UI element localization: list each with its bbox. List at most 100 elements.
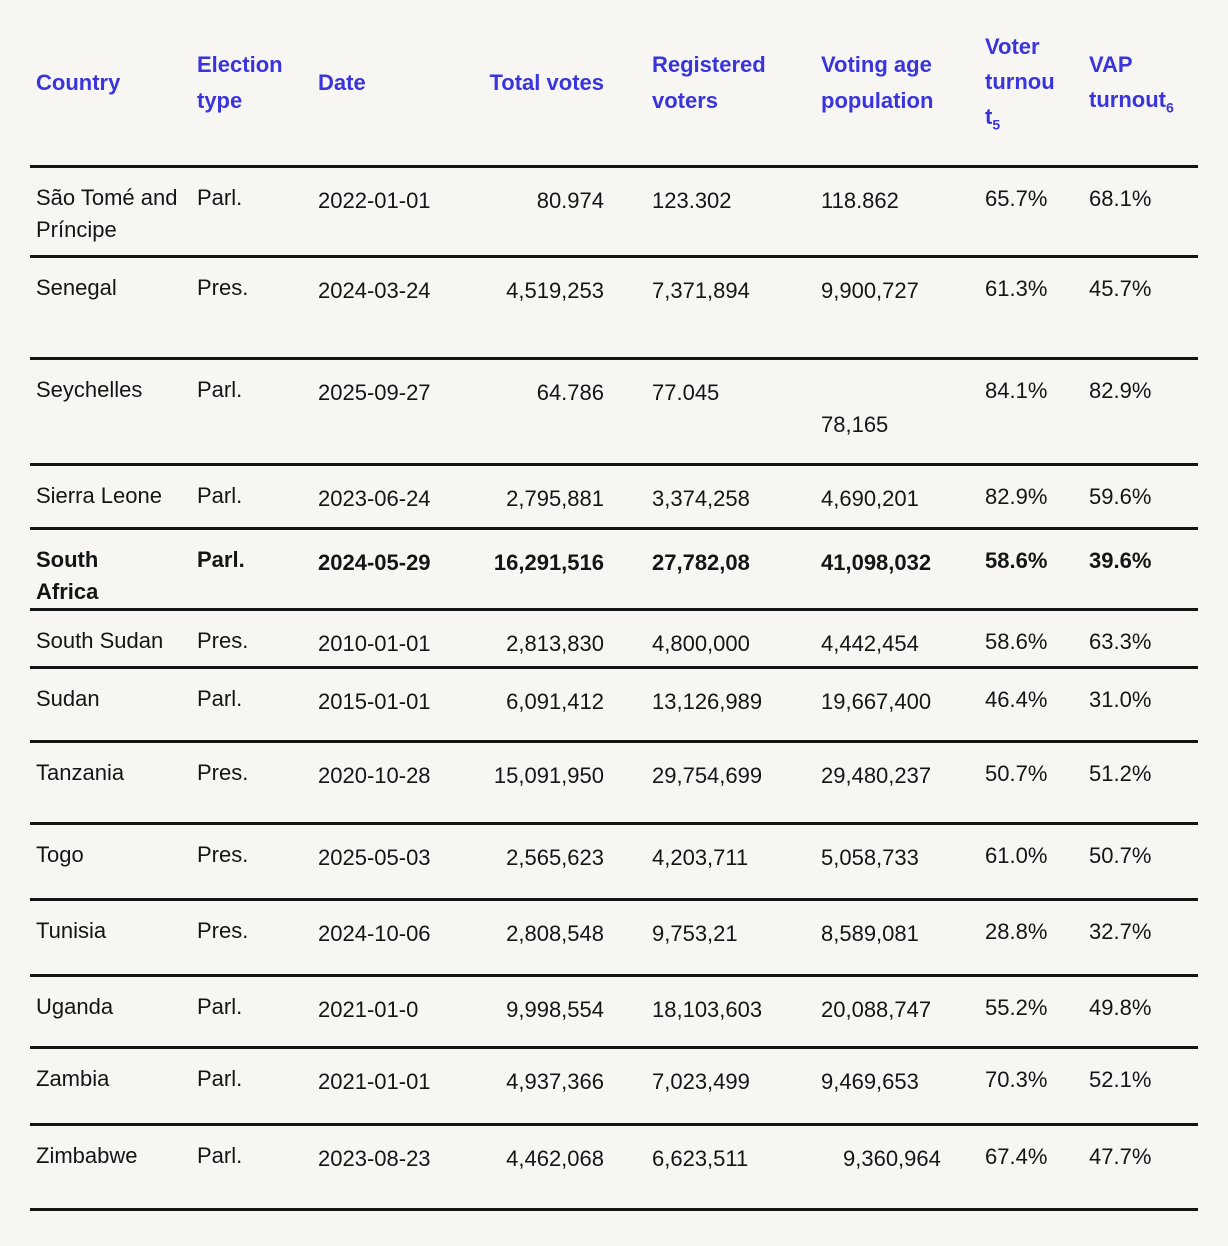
cell-value: Parl. bbox=[197, 377, 243, 402]
cell-type: Parl. bbox=[190, 167, 310, 257]
cell-value: 15,091,950 bbox=[493, 762, 604, 788]
cell-value: 123.302 bbox=[652, 188, 732, 213]
cell-vap: 9,900,727 bbox=[800, 257, 975, 359]
cell-date: 2025-09-27 bbox=[310, 359, 470, 465]
cell-country: South Sudan bbox=[30, 609, 190, 667]
cell-country: Zambia bbox=[30, 1047, 190, 1124]
column-header-country: Country bbox=[30, 0, 190, 168]
cell-value: 41,098,032 bbox=[821, 550, 932, 575]
cell-value: Senegal bbox=[36, 275, 117, 300]
cell-vap-turnout: 47.7% bbox=[1082, 1124, 1198, 1209]
cell-value: 4,442,454 bbox=[821, 630, 919, 656]
column-header-vap-turnout: VAP turnout6 bbox=[1082, 0, 1198, 168]
column-header-label: Voter turnout bbox=[985, 33, 1055, 130]
cell-date: 2022-01-01 bbox=[310, 167, 470, 257]
cell-value: Zambia bbox=[36, 1065, 110, 1091]
cell-value: 6,091,412 bbox=[506, 688, 604, 714]
cell-vap-turnout: 68.1% bbox=[1082, 167, 1198, 257]
cell-value: Pres. bbox=[197, 841, 249, 867]
cell-vap-turnout: 63.3% bbox=[1082, 609, 1198, 667]
cell-value: 6,623,511 bbox=[652, 1145, 749, 1171]
cell-value: Sudan bbox=[36, 685, 100, 711]
cell-value: 2024-03-24 bbox=[318, 278, 431, 303]
table-row: Zambia Parl. 2021-01-01 4,937,366 7,023,499 9… bbox=[30, 1047, 1198, 1124]
cell-value: 68.1% bbox=[1089, 186, 1152, 211]
cell-date: 2015-01-01 bbox=[310, 667, 470, 741]
cell-value: 2,808,548 bbox=[506, 920, 604, 946]
cell-date: 2024-10-06 bbox=[310, 899, 470, 975]
cell-total-votes: 4,937,366 bbox=[470, 1047, 620, 1124]
cell-value: Parl. bbox=[197, 993, 243, 1019]
cell-value: 50.7% bbox=[1089, 842, 1152, 868]
cell-value: 84.1% bbox=[985, 378, 1048, 403]
cell-type: Parl. bbox=[190, 359, 310, 465]
cell-value: Pres. bbox=[197, 759, 249, 785]
column-header-voting-age-population: Voting age population bbox=[800, 0, 975, 168]
cell-value: 46.4% bbox=[985, 686, 1048, 712]
cell-registered: 123.302 bbox=[620, 167, 800, 257]
cell-value: 45.7% bbox=[1089, 276, 1152, 301]
cell-value: Parl. bbox=[197, 1065, 243, 1091]
cell-total-votes: 80.974 bbox=[470, 167, 620, 257]
cell-vap-turnout: 31.0% bbox=[1082, 667, 1198, 741]
election-table: Country Election type Date Total votes R… bbox=[30, 0, 1198, 1211]
cell-value: South Africa bbox=[36, 547, 99, 604]
cell-value: 4,462,068 bbox=[506, 1145, 604, 1171]
cell-value: 5,058,733 bbox=[821, 844, 919, 870]
table-row: Sudan Parl. 2015-01-01 6,091,412 13,126,989 1… bbox=[30, 667, 1198, 741]
cell-country: South Africa bbox=[30, 529, 190, 610]
cell-country: Sudan bbox=[30, 667, 190, 741]
cell-registered: 4,800,000 bbox=[620, 609, 800, 667]
cell-value: 2023-08-23 bbox=[318, 1145, 431, 1171]
cell-value: 80.974 bbox=[536, 188, 604, 213]
cell-turnout: 65.7% bbox=[975, 167, 1082, 257]
cell-turnout: 61.0% bbox=[975, 823, 1082, 899]
cell-total-votes: 64.786 bbox=[470, 359, 620, 465]
cell-country: Senegal bbox=[30, 257, 190, 359]
cell-total-votes: 15,091,950 bbox=[470, 741, 620, 823]
cell-date: 2025-05-03 bbox=[310, 823, 470, 899]
column-header-label: Date bbox=[318, 69, 366, 95]
cell-value: 2024-10-06 bbox=[318, 920, 431, 946]
cell-total-votes: 2,795,881 bbox=[470, 465, 620, 529]
cell-value: 29,480,237 bbox=[821, 762, 932, 788]
cell-value: Parl. bbox=[197, 483, 243, 508]
cell-turnout: 84.1% bbox=[975, 359, 1082, 465]
cell-vap: 4,690,201 bbox=[800, 465, 975, 529]
cell-value: 3,374,258 bbox=[652, 486, 750, 511]
cell-turnout: 55.2% bbox=[975, 975, 1082, 1047]
cell-registered: 29,754,699 bbox=[620, 741, 800, 823]
cell-turnout: 70.3% bbox=[975, 1047, 1082, 1124]
cell-value: 2023-06-24 bbox=[318, 486, 431, 511]
cell-registered: 9,753,21 bbox=[620, 899, 800, 975]
cell-value: 7,371,894 bbox=[652, 278, 750, 303]
cell-value: 32.7% bbox=[1089, 918, 1152, 944]
cell-vap-turnout: 52.1% bbox=[1082, 1047, 1198, 1124]
column-header-wrap: VAP turnout6 bbox=[1089, 47, 1177, 119]
table-row: Senegal Pres. 2024-03-24 4,519,253 7,371,894… bbox=[30, 256, 1198, 359]
cell-country: Tunisia bbox=[30, 899, 190, 975]
table-row: Tanzania Pres. 2020-10-28 15,091,950 29,754,… bbox=[30, 741, 1198, 823]
cell-value: 2025-05-03 bbox=[318, 844, 431, 870]
cell-value: 2015-01-01 bbox=[318, 688, 431, 714]
cell-registered: 13,126,989 bbox=[620, 667, 800, 741]
table-row: Tunisia Pres. 2024-10-06 2,808,548 9,753,21 8… bbox=[30, 899, 1198, 975]
cell-registered: 7,023,499 bbox=[620, 1047, 800, 1124]
cell-turnout: 50.7% bbox=[975, 741, 1082, 823]
cell-value: Seychelles bbox=[36, 377, 143, 402]
cell-type: Parl. bbox=[190, 1047, 310, 1124]
cell-date: 2010-01-01 bbox=[310, 609, 470, 667]
cell-value: 20,088,747 bbox=[821, 996, 932, 1022]
cell-value: 2021-01-0 bbox=[318, 996, 419, 1022]
cell-date: 2021-01-01 bbox=[310, 1047, 470, 1124]
cell-vap: 78,165 bbox=[800, 359, 975, 465]
cell-turnout: 67.4% bbox=[975, 1124, 1082, 1209]
cell-value: 2024-05-29 bbox=[318, 550, 431, 575]
cell-vap: 4,442,454 bbox=[800, 609, 975, 667]
cell-registered: 4,203,711 bbox=[620, 823, 800, 899]
cell-vap: 29,480,237 bbox=[800, 741, 975, 823]
cell-vap-turnout: 32.7% bbox=[1082, 899, 1198, 975]
cell-value: 19,667,400 bbox=[821, 688, 932, 714]
cell-turnout: 58.6% bbox=[975, 609, 1082, 667]
